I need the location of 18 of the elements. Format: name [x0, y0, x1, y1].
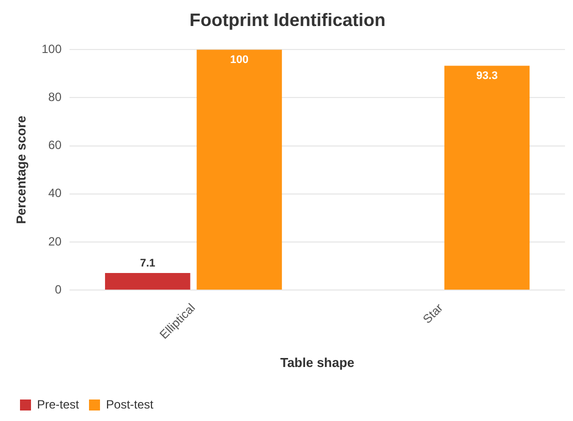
y-axis-title: Percentage score — [13, 116, 28, 224]
y-tick-label: 100 — [42, 42, 62, 56]
y-tick-label: 0 — [54, 282, 62, 296]
chart-title: Footprint Identification — [190, 10, 386, 30]
y-tick-label: 80 — [48, 90, 62, 104]
bar — [196, 50, 282, 290]
legend-label: Post-test — [106, 397, 154, 412]
x-tick-label: Star — [420, 300, 446, 326]
data-label: 100 — [230, 54, 248, 66]
y-tick-label: 60 — [48, 138, 62, 152]
bar — [105, 273, 190, 290]
data-label: 7.1 — [140, 258, 156, 270]
x-axis-title: Table shape — [280, 354, 354, 370]
legend-label: Pre-test — [37, 397, 80, 412]
data-label: 93.3 — [476, 70, 498, 82]
y-tick-label: 20 — [48, 234, 62, 248]
bar — [444, 66, 530, 290]
y-tick-label: 40 — [48, 186, 62, 200]
